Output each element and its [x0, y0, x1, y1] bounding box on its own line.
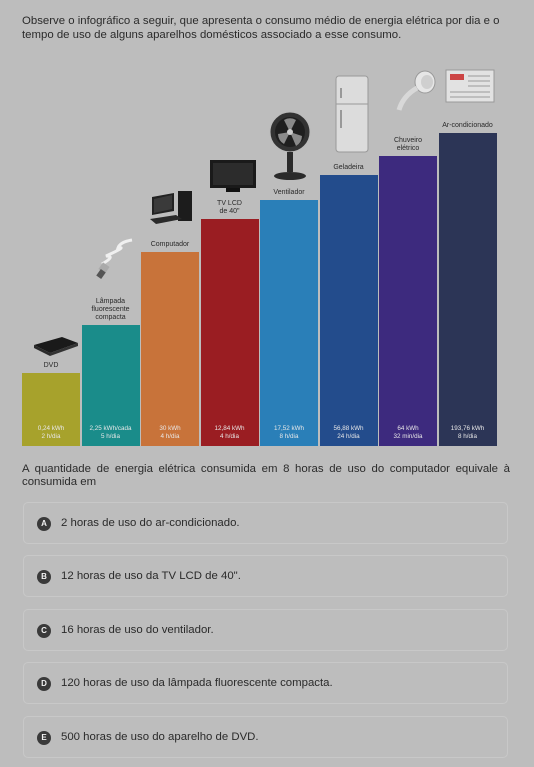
bar-category-label-line: Ar-condicionado — [442, 122, 493, 130]
bar-usage-label: 8 h/dia — [279, 433, 299, 440]
answer-option-e[interactable]: E 500 horas de uso do aparelho de DVD. — [23, 716, 508, 758]
chart-bar: 56,88 kWh 24 h/dia — [319, 175, 378, 446]
bar-consumption-label: 0,24 kWh — [37, 425, 65, 432]
bar-category-label: Ventilador — [254, 189, 324, 197]
option-letter-badge: E — [37, 731, 51, 745]
computer-icon — [150, 191, 192, 224]
bar-usage-label: 5 h/dia — [101, 433, 120, 440]
bar-usage-label: 8 h/dia — [458, 433, 477, 440]
bar-category-label-line: Lâmpada — [95, 298, 126, 306]
question-text: A quantidade de energia elétrica consumi… — [22, 463, 510, 488]
option-text: 500 horas de uso do aparelho de DVD. — [61, 731, 259, 743]
bar-consumption-label: 193,76 kWh — [450, 425, 485, 432]
bar-category-label: TV LCD de 40" — [195, 200, 265, 216]
chart-bar: 17,52 kWh 8 h/dia — [260, 200, 318, 446]
bar-consumption-label: 12,84 kWh — [214, 425, 245, 432]
answer-option-a[interactable]: A 2 horas de uso do ar-condicionado. — [23, 502, 508, 544]
answer-option-c[interactable]: C 16 horas de uso do ventilador. — [23, 609, 508, 651]
option-text: 16 horas de uso do ventilador. — [61, 624, 214, 636]
bar-category-label-line: Chuveiro — [393, 137, 422, 145]
fan-icon — [269, 111, 311, 180]
bar-category-label: Computador — [135, 241, 205, 249]
bar-category-label-line: elétrico — [396, 145, 420, 153]
air-conditioner-icon — [445, 69, 495, 103]
option-text: 2 horas de uso do ar-condicionado. — [61, 517, 240, 529]
chart-bar: 2,25 kWh/cada 5 h/dia — [81, 325, 140, 446]
bar-category-label: DVD — [16, 362, 86, 370]
shower-icon — [396, 70, 436, 111]
lamp-icon — [96, 238, 133, 279]
bar-category-label-line: de 40" — [219, 208, 240, 216]
bar-consumption-label: 64 kWh — [397, 425, 419, 432]
answer-option-b[interactable]: B 12 horas de uso da TV LCD de 40". — [23, 555, 508, 597]
chart-bar: 30 kWh 4 h/dia — [141, 252, 199, 446]
option-letter-badge: D — [37, 677, 51, 691]
chart-bar: 64 kWh 32 min/dia — [379, 156, 437, 446]
bar-usage-label: 2 h/dia — [41, 433, 61, 440]
answer-option-d[interactable]: D 120 horas de uso da lâmpada fluorescent… — [23, 662, 508, 704]
infographic-chart: 0,24 kWh 2 h/dia DVD 2,25 kWh/cada 5 h/dia Lâ… — [22, 62, 512, 446]
bar-category-label: Chuveiro elétrico — [373, 137, 443, 153]
dvd-player-icon — [34, 337, 78, 356]
bar-category-label: Geladeira — [314, 164, 384, 172]
bar-category-label-line: DVD — [43, 362, 59, 370]
option-letter-badge: A — [37, 517, 51, 531]
bar-category-label: Lâmpada fluorescente compacta — [76, 298, 146, 322]
bar-usage-label: 4 h/dia — [160, 433, 180, 440]
option-text: 12 horas de uso da TV LCD de 40". — [61, 570, 241, 582]
bar-category-label-line: fluorescente — [91, 306, 130, 314]
bar-consumption-label: 30 kWh — [159, 425, 181, 432]
bar-usage-label: 32 min/dia — [393, 433, 423, 440]
option-text: 120 horas de uso da lâmpada fluorescente… — [61, 677, 333, 689]
refrigerator-icon — [335, 75, 369, 153]
bar-category-label-line: Computador — [150, 241, 190, 249]
intro-text: Observe o infográfico a seguir, que apre… — [22, 15, 500, 41]
bar-category-label-line: Ventilador — [273, 189, 305, 197]
bar-category-label-line: TV LCD — [217, 200, 242, 208]
chart-bar: 0,24 kWh 2 h/dia — [22, 373, 80, 446]
bar-usage-label: 4 h/dia — [220, 433, 239, 440]
chart-bar: 193,76 kWh 8 h/dia — [438, 133, 497, 446]
bar-category-label: Ar-condicionado — [433, 122, 503, 130]
chart-bar: 12,84 kWh 4 h/dia — [200, 219, 259, 446]
bar-consumption-label: 2,25 kWh/cada — [89, 425, 132, 432]
bar-category-label-line: Geladeira — [333, 164, 364, 172]
bar-consumption-label: 17,52 kWh — [273, 425, 305, 432]
tv-icon — [210, 160, 256, 192]
option-letter-badge: B — [37, 570, 51, 584]
bar-usage-label: 24 h/dia — [337, 433, 360, 440]
bar-category-label-line: compacta — [95, 314, 126, 322]
bar-consumption-label: 56,88 kWh — [333, 425, 364, 432]
option-letter-badge: C — [37, 624, 51, 638]
